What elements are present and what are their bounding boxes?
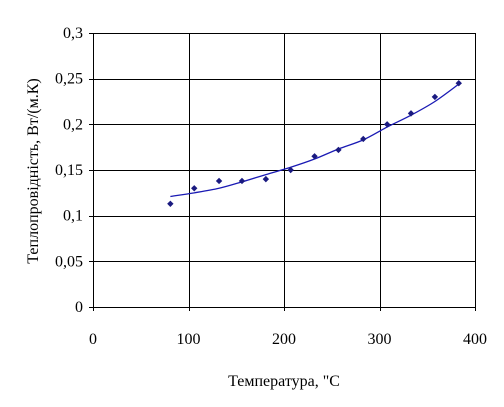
x-tick-label: 100 bbox=[177, 331, 201, 348]
y-axis-title: Теплопровідність, Вт/(м.К) bbox=[25, 78, 42, 263]
points-layer bbox=[167, 80, 462, 207]
y-tick-labels: 0 0,05 0,1 0,15 0,2 0,25 0,3 bbox=[55, 25, 83, 316]
x-tick-labels: 0 100 200 300 400 bbox=[89, 331, 487, 348]
x-tick-label: 200 bbox=[272, 331, 296, 348]
axes bbox=[89, 33, 476, 311]
trend-layer bbox=[170, 83, 460, 198]
data-point bbox=[455, 80, 462, 87]
data-point bbox=[238, 177, 246, 185]
data-point bbox=[360, 135, 367, 143]
y-tick-label: 0,2 bbox=[63, 116, 83, 133]
y-tick-label: 0,05 bbox=[55, 253, 83, 270]
data-point bbox=[287, 166, 294, 174]
x-tick-label: 300 bbox=[368, 331, 392, 348]
grid bbox=[93, 33, 476, 308]
y-tick-label: 0,3 bbox=[63, 25, 83, 42]
data-point bbox=[191, 185, 198, 192]
y-tick-label: 0 bbox=[75, 299, 83, 316]
data-point bbox=[383, 121, 391, 128]
y-tick-label: 0,25 bbox=[55, 71, 83, 88]
x-axis-title: Температура, "С bbox=[228, 373, 340, 390]
data-point bbox=[431, 93, 439, 101]
y-tick-label: 0,15 bbox=[55, 162, 83, 179]
data-point bbox=[335, 146, 342, 154]
data-point bbox=[262, 175, 270, 183]
data-point bbox=[215, 177, 223, 185]
data-point bbox=[167, 200, 174, 207]
data-point bbox=[311, 153, 318, 160]
x-tick-label: 400 bbox=[463, 331, 487, 348]
trend-line bbox=[170, 83, 460, 198]
x-tick-label: 0 bbox=[89, 331, 97, 348]
y-tick-label: 0,1 bbox=[63, 208, 83, 225]
data-point bbox=[407, 110, 415, 117]
